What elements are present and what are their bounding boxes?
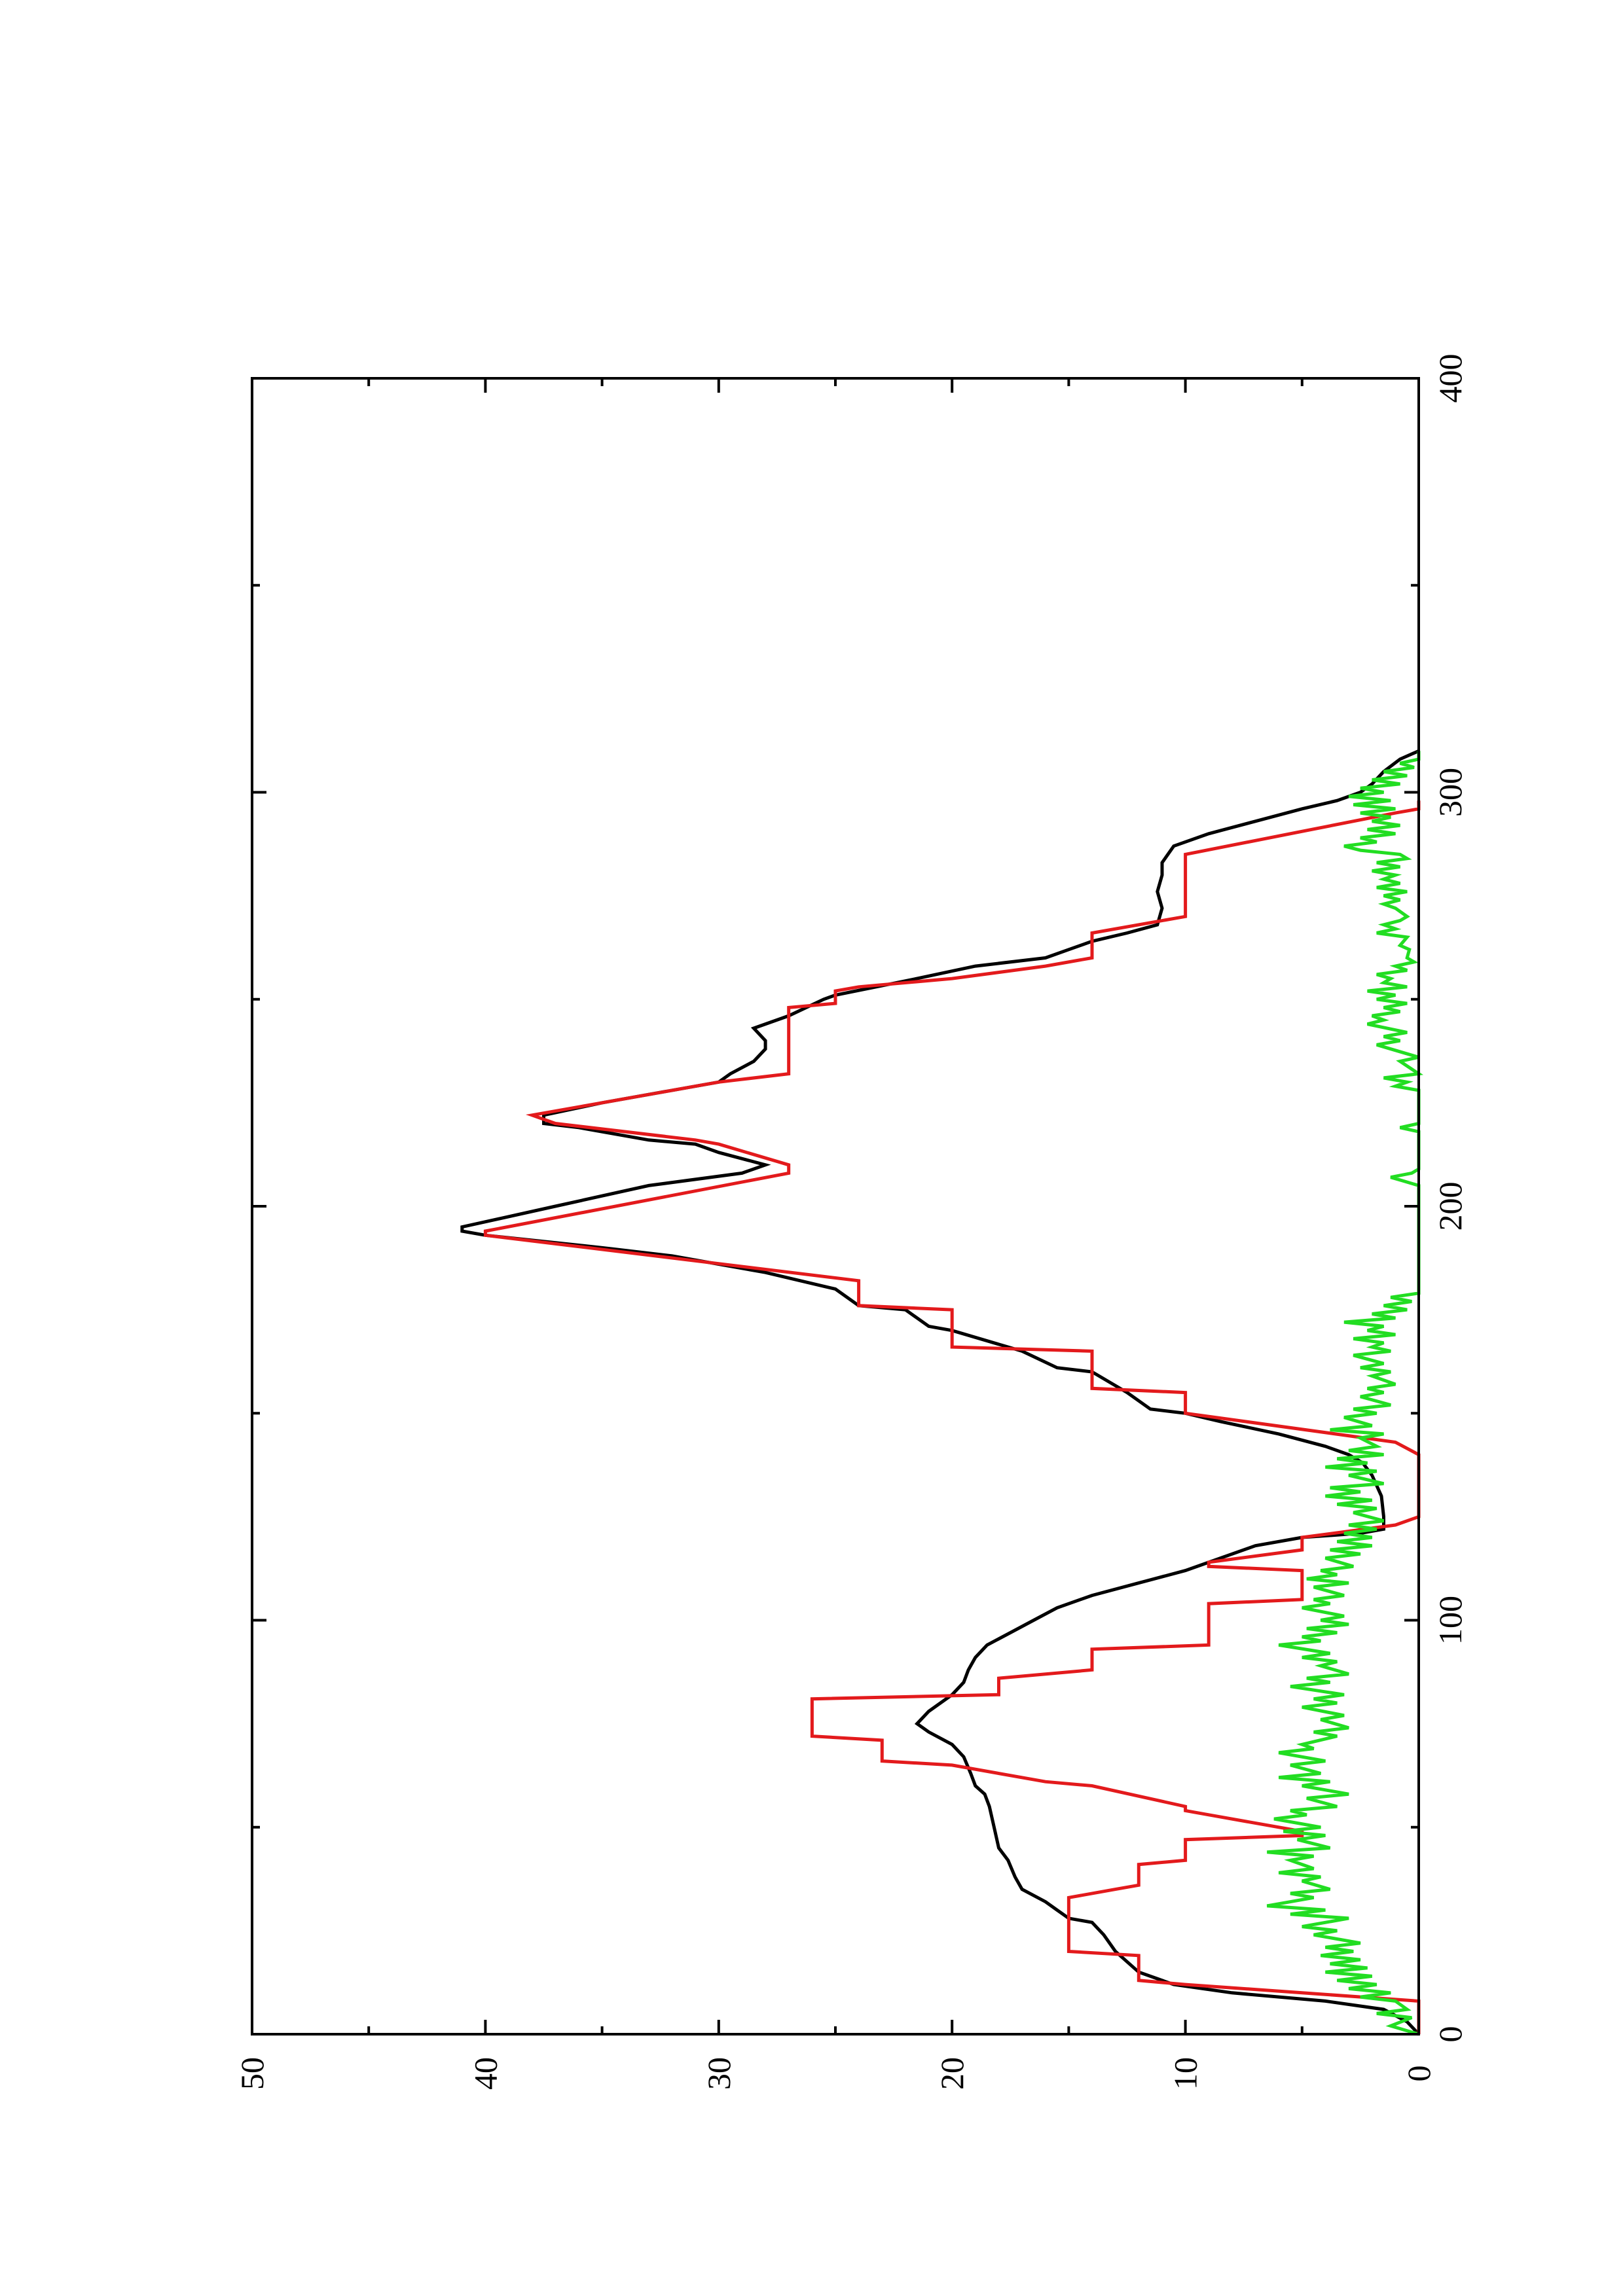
x-tick-label: 100 (1432, 1596, 1468, 1645)
series-layer (460, 749, 1424, 2036)
y-tick-label: 40 (467, 2057, 503, 2090)
series-line-2 (483, 800, 1421, 2034)
y-tick-label: 30 (701, 2057, 737, 2090)
series-line-3 (1266, 751, 1424, 2036)
y-tick-label: 50 (234, 2057, 270, 2090)
y-tick-label: 0 (1400, 2066, 1437, 2082)
y-tick-label: 10 (1167, 2057, 1204, 2090)
series-line-1 (460, 749, 1420, 2036)
x-tick-label: 200 (1432, 1182, 1468, 1231)
y-tick-label: 20 (934, 2057, 970, 2090)
x-axis-ticks: 0 100 200 300 400 (252, 354, 1468, 2043)
plot-frame (251, 377, 1420, 2036)
x-tick-label: 0 (1432, 2026, 1468, 2043)
x-tick-label: 400 (1432, 354, 1468, 403)
y-axis-ticks: 0 10 20 30 40 50 (234, 378, 1437, 2090)
x-tick-label: 300 (1432, 768, 1468, 817)
